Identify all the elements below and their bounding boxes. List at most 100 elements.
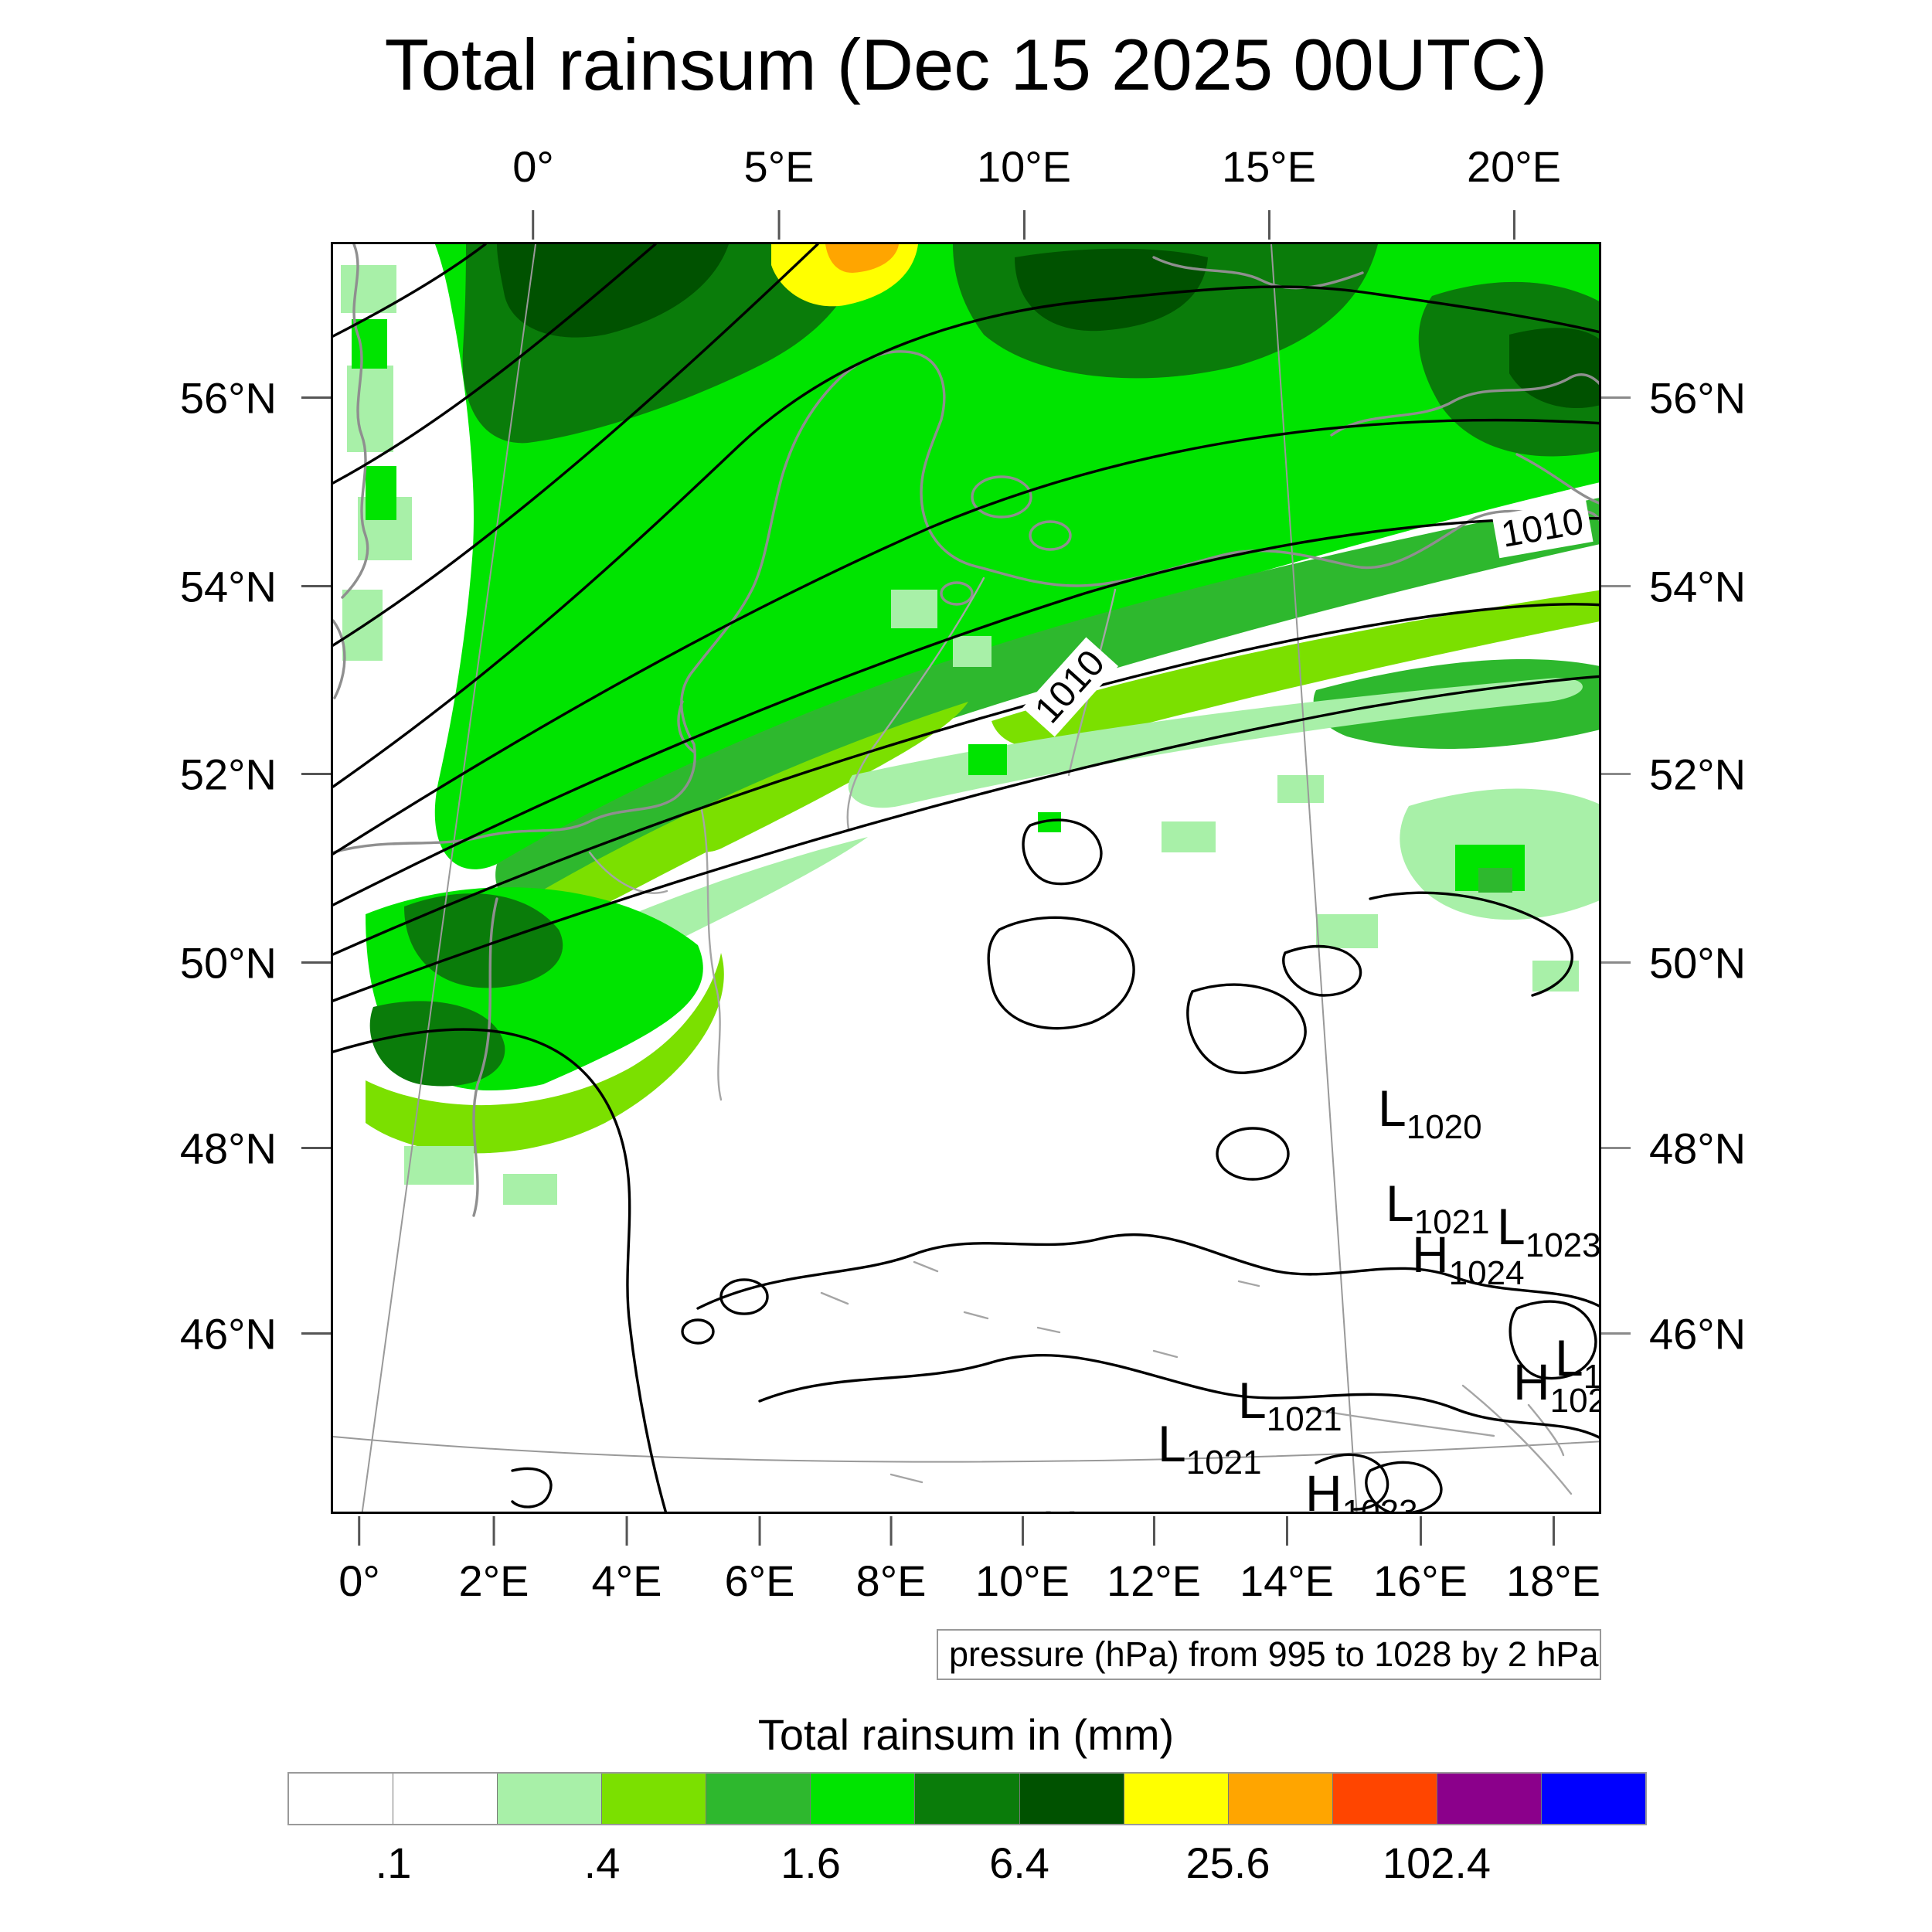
bottom-tick-label: 16°E: [1372, 1556, 1468, 1605]
bottom-tick: 18°E: [1506, 1516, 1600, 1604]
bottom-tick-label: 2°E: [458, 1556, 529, 1605]
pressure-center-letter: L: [1497, 1198, 1526, 1255]
right-tick-mark: [1601, 396, 1631, 399]
bottom-tick-mark: [758, 1516, 761, 1546]
top-tick-label: 15°E: [1221, 142, 1317, 191]
colorbar-tick-label: 1.6: [781, 1838, 841, 1887]
bottom-tick: 2°E: [459, 1516, 529, 1604]
bottom-tick-label: 14°E: [1239, 1556, 1335, 1605]
left-tick-label: 46°N: [179, 1309, 277, 1359]
right-tick-mark: [1601, 585, 1631, 587]
pressure-center-letter: H: [1305, 1464, 1342, 1514]
pressure-center: H1025: [1513, 1353, 1599, 1418]
colorbar-cell: [1437, 1774, 1542, 1824]
bottom-tick: 0°: [338, 1516, 380, 1604]
bottom-tick-mark: [1285, 1516, 1288, 1546]
pressure-center-letter: L: [1238, 1372, 1267, 1429]
bottom-tick-label: 8°E: [855, 1556, 927, 1605]
colorbar-cell: [915, 1774, 1020, 1824]
colorbar-title: Total rainsum in (mm): [757, 1710, 1175, 1759]
left-tick-label: 52°N: [179, 750, 277, 799]
top-tick-mark: [1512, 210, 1515, 240]
pressure-center-value: 1023: [1525, 1226, 1601, 1264]
pressure-center: L1023: [1497, 1198, 1599, 1263]
pressure-center-value: 1021: [1185, 1444, 1262, 1481]
colorbar-cell: [498, 1774, 603, 1824]
pressure-center-letter: H: [1513, 1353, 1550, 1410]
bottom-tick-label: 12°E: [1106, 1556, 1202, 1605]
colorbar-cell: [1541, 1774, 1646, 1824]
colorbar-tick-label: 6.4: [989, 1838, 1049, 1887]
left-tick-mark: [301, 961, 331, 964]
page-title: Total rainsum (Dec 15 2025 00UTC): [384, 24, 1548, 105]
top-tick-label: 0°: [512, 142, 554, 191]
pressure-center-value: 1023: [1342, 1493, 1418, 1514]
pressure-legend: pressure (hPa) from 995 to 1028 by 2 hPa: [937, 1629, 1601, 1680]
pressure-center: L1021: [1386, 1175, 1490, 1240]
colorbar-cell: [289, 1774, 394, 1824]
bottom-tick-label: 4°E: [591, 1556, 662, 1605]
top-tick-mark: [532, 210, 535, 240]
pressure-center-letter: L: [1378, 1080, 1406, 1137]
colorbar-tick-label: 25.6: [1185, 1838, 1270, 1887]
colorbar-cell: [811, 1774, 916, 1824]
right-tick-label: 46°N: [1649, 1309, 1747, 1359]
colorbar-tick-label: 102.4: [1382, 1838, 1492, 1887]
left-tick-mark: [301, 1332, 331, 1335]
bottom-tick-label: 10°E: [975, 1556, 1070, 1605]
pressure-center: L1023: [1555, 1332, 1599, 1394]
right-tick-mark: [1601, 773, 1631, 775]
pressure-center: H1023: [1305, 1468, 1418, 1514]
top-tick: 10°E: [977, 144, 1071, 240]
top-tick-label: 20°E: [1466, 142, 1562, 191]
right-tick-label: 56°N: [1649, 373, 1747, 423]
left-tick-mark: [301, 1147, 331, 1149]
top-tick: 15°E: [1222, 144, 1316, 240]
pressure-center-value: 1020: [1406, 1108, 1482, 1146]
pressure-center: H1024: [1412, 1229, 1525, 1291]
bottom-tick-mark: [1152, 1516, 1155, 1546]
pressure-center: L1020: [1378, 1080, 1482, 1145]
pressure-center-value: 1021: [1413, 1203, 1490, 1241]
top-tick: 0°: [512, 144, 554, 240]
top-tick: 5°E: [744, 144, 814, 240]
left-tick-label: 48°N: [179, 1124, 277, 1173]
rain-field: [341, 244, 1599, 1205]
top-tick-mark: [777, 210, 781, 240]
colorbar-cell: [706, 1774, 811, 1824]
right-tick-label: 48°N: [1649, 1124, 1747, 1173]
colorbar: [287, 1772, 1647, 1825]
left-tick-label: 56°N: [179, 373, 277, 423]
colorbar-cell: [602, 1774, 707, 1824]
isobar-label: 1020: [930, 1513, 992, 1514]
pressure-center-value: 1025: [1549, 1382, 1599, 1420]
pressure-center-letter: L: [1386, 1175, 1414, 1232]
top-tick-mark: [1022, 210, 1026, 240]
top-tick: 20°E: [1467, 144, 1561, 240]
map-graphics: [333, 244, 1599, 1512]
bottom-tick-label: 0°: [338, 1556, 380, 1605]
pressure-center: H1022: [1042, 1503, 1155, 1512]
right-tick-mark: [1601, 1147, 1631, 1149]
pressure-center-value: 1021: [1266, 1400, 1342, 1438]
left-tick-label: 54°N: [179, 562, 277, 611]
bottom-tick-mark: [889, 1516, 893, 1546]
bottom-tick: 8°E: [855, 1516, 927, 1605]
colorbar-tick-label: .1: [375, 1838, 412, 1887]
colorbar-cell: [393, 1774, 498, 1824]
left-tick-mark: [301, 585, 331, 587]
right-tick-label: 52°N: [1649, 750, 1747, 799]
bottom-tick-mark: [358, 1516, 361, 1546]
top-tick-label: 10°E: [976, 142, 1072, 191]
bottom-tick-mark: [1552, 1516, 1555, 1546]
bottom-tick-label: 18°E: [1505, 1556, 1601, 1605]
bottom-tick-label: 6°E: [724, 1556, 795, 1605]
bottom-tick: 16°E: [1373, 1516, 1468, 1604]
bottom-tick-mark: [1419, 1516, 1422, 1546]
colorbar-cell: [1332, 1774, 1437, 1824]
pressure-center-value: 1023: [1583, 1358, 1601, 1396]
right-tick-label: 54°N: [1649, 562, 1747, 611]
bottom-tick: 12°E: [1107, 1516, 1201, 1604]
colorbar-tick-label: .4: [583, 1838, 621, 1887]
